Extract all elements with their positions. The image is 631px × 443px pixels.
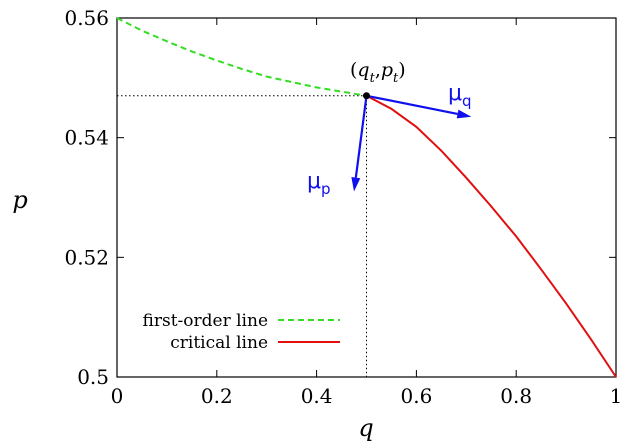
x-tick-label: 0 (111, 384, 124, 408)
x-tick-label: 0.8 (500, 384, 532, 408)
legend: first-order line critical line (143, 311, 340, 353)
critical-line (366, 94, 617, 378)
tricritical-point-marker (363, 92, 370, 100)
legend-label-first-order: first-order line (143, 311, 268, 331)
plot-frame-group (116, 17, 617, 378)
plot-frame (116, 17, 617, 378)
first-order-line (116, 17, 367, 97)
y-tick-label: 0.52 (64, 245, 109, 269)
y-tick-label: 0.5 (77, 365, 109, 389)
legend-label-critical: critical line (170, 333, 268, 353)
mu-p-label: μp (307, 169, 331, 198)
mu-p-arrow-shaft (354, 95, 368, 178)
mu-q-arrow-head (456, 109, 472, 119)
vector-labels: μq μp (307, 81, 472, 198)
y-axis-title: p (12, 186, 27, 214)
mu-q-arrow-shaft (366, 94, 458, 116)
tricritical-label-p: p (381, 59, 393, 81)
tricritical-label-p-sub: t (393, 71, 399, 86)
tricritical-label-q: q (357, 59, 369, 81)
mu-q-base: μ (448, 81, 462, 106)
y-tick-label: 0.56 (64, 6, 109, 30)
tricritical-label-comma: , (375, 59, 381, 81)
x-tick-label: 0.4 (301, 384, 333, 408)
x-tick-label: 0.6 (400, 384, 432, 408)
axis-ticks: 0 0.2 0.4 0.6 0.8 1 0.5 0.52 0.54 0.56 (64, 6, 622, 408)
mu-q-sub: q (462, 92, 472, 110)
mu-p-sub: p (321, 180, 331, 198)
tricritical-point-label: (qt,pt) (350, 59, 406, 86)
x-tick-label: 0.2 (201, 384, 233, 408)
tricritical-label: (qt,pt) (350, 59, 406, 86)
x-tick-label: 1 (610, 384, 623, 408)
series-layer (116, 17, 617, 378)
x-axis-title: q (358, 414, 373, 442)
tricritical-label-close: ) (398, 59, 405, 81)
mu-p-arrow-head (351, 177, 361, 192)
y-tick-label: 0.54 (64, 126, 109, 150)
mu-p-base: μ (307, 169, 321, 194)
mu-q-label: μq (448, 81, 472, 110)
tricritical-guides (117, 95, 367, 377)
tricritical-label-open: ( (350, 59, 357, 81)
tricritical-label-q-sub: t (370, 71, 376, 86)
vector-layer (351, 92, 472, 192)
